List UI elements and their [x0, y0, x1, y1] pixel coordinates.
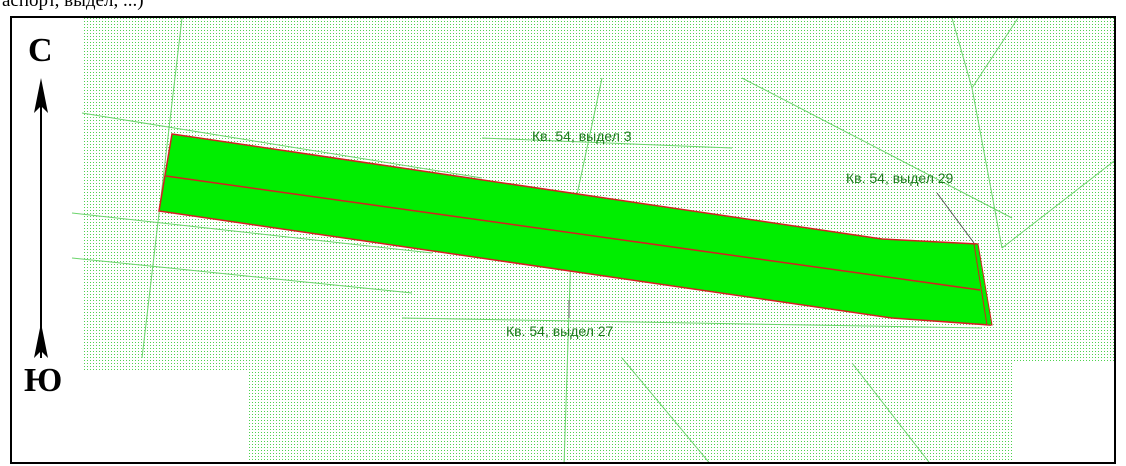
label-plot-29: Кв. 54, выдел 29 [846, 170, 954, 186]
label-plot-3: Кв. 54, выдел 3 [532, 128, 632, 144]
boundary-lines [71, 18, 1114, 462]
plot-strip-29 [973, 243, 993, 326]
compass-south-label: Ю [24, 362, 63, 399]
label-plot-27: Кв. 54, выдел 27 [506, 323, 614, 339]
north-arrow [34, 78, 48, 358]
map-canvas[interactable] [12, 18, 1116, 464]
header-partial-text: аспорт, выдел, ...) [2, 0, 144, 11]
plot-divider-line [165, 175, 981, 291]
compass-north-label: С [28, 32, 53, 69]
map-frame[interactable]: С Ю Кв. 54, выдел 3 Кв. 54, выдел 29 Кв.… [10, 16, 1116, 464]
